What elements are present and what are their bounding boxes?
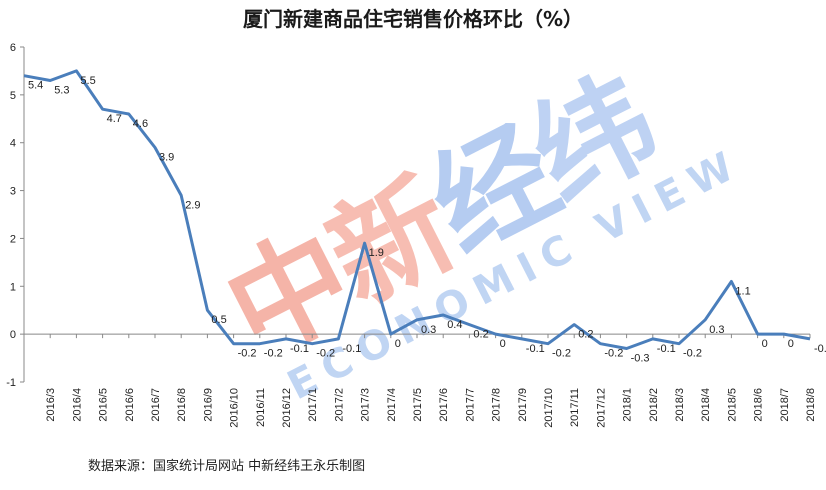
- x-tick-label: 2018/2: [648, 388, 660, 422]
- x-tick-label: 2018/3: [674, 388, 686, 422]
- x-tick-label: 2016/8: [176, 388, 188, 422]
- data-label: 1.1: [735, 286, 750, 298]
- y-tick-label: 6: [10, 42, 16, 54]
- x-tick-label: 2017/11: [569, 388, 581, 427]
- data-label: 0.2: [578, 329, 593, 341]
- data-label: -0.3: [631, 353, 650, 365]
- data-label: 0: [500, 338, 506, 350]
- data-label: 3.9: [159, 152, 174, 164]
- x-tick-label: 2018/4: [700, 388, 712, 422]
- x-tick-label: 2018/6: [753, 388, 765, 422]
- data-label: -0.1: [526, 343, 545, 355]
- data-label: -0.2: [604, 348, 623, 360]
- data-label: -0.2: [238, 348, 257, 360]
- data-label: 0.4: [447, 319, 462, 331]
- x-tick-label: 2017/8: [491, 388, 503, 422]
- data-label: -0.1: [342, 343, 361, 355]
- data-label: -0.1: [290, 343, 309, 355]
- y-tick-label: -1: [6, 377, 16, 389]
- x-tick-label: 2018/8: [805, 388, 817, 422]
- data-label: -0.2: [552, 348, 571, 360]
- data-label: 0: [395, 338, 401, 350]
- data-labels: 5.4 5.3 5.5 4.7 4.6 3.9 2.9 0.5 -0.2 -0.2 -0.1 -0.2…: [28, 75, 826, 365]
- x-tick-label: 2016/3: [45, 388, 57, 422]
- y-tick-label: 1: [10, 281, 16, 293]
- y-tick-label: 3: [10, 186, 16, 198]
- data-label: -0.1: [814, 343, 826, 355]
- data-label: -0.2: [316, 348, 335, 360]
- x-tick-label: 2017/1: [307, 388, 319, 422]
- source-note: 数据来源：国家统计局网站 中新经纬王永乐制图: [88, 458, 365, 474]
- data-label: 5.5: [80, 75, 95, 87]
- data-label: 1.9: [369, 247, 384, 259]
- chart-title: 厦门新建商品住宅销售价格环比（%）: [243, 7, 583, 31]
- data-label: 5.4: [28, 80, 43, 92]
- data-label: 0.3: [709, 324, 724, 336]
- x-tick-label: 2017/12: [595, 388, 607, 428]
- x-tick-label: 2018/5: [726, 388, 738, 422]
- x-tick-label: 2016/5: [98, 388, 110, 422]
- y-tick-label: 0: [10, 329, 16, 341]
- y-tick-label: 4: [10, 138, 16, 150]
- data-label: 4.6: [133, 118, 148, 130]
- y-tick-label: 5: [10, 90, 16, 102]
- x-tick-label: 2016/12: [281, 388, 293, 428]
- x-tick-label: 2018/7: [779, 388, 791, 422]
- y-tick-label: 2: [10, 233, 16, 245]
- data-label: -0.2: [683, 348, 702, 360]
- x-tick-label: 2017/10: [543, 388, 555, 428]
- data-label: 4.7: [107, 113, 122, 125]
- x-tick-label: 2018/1: [622, 388, 634, 422]
- series-line: [23, 69, 811, 350]
- x-tick-label: 2016/10: [229, 388, 241, 428]
- data-label: 0.3: [421, 324, 436, 336]
- data-label: 0.5: [211, 314, 226, 326]
- data-label: 2.9: [185, 199, 200, 211]
- data-label: -0.1: [657, 343, 676, 355]
- data-label: 5.3: [54, 85, 69, 97]
- axes: -1 0 1 2 3 4 5 6 2016/3 2016/4 2016/5 2016/6 2016/7 2…: [6, 42, 817, 428]
- x-tick-label: 2017/6: [438, 388, 450, 422]
- x-tick-label: 2016/9: [202, 388, 214, 422]
- x-tick-label: 2017/7: [464, 388, 476, 422]
- data-label: 0.2: [473, 329, 488, 341]
- x-tick-label: 2017/2: [333, 388, 345, 422]
- data-label: 0: [762, 338, 768, 350]
- x-tick-label: 2016/7: [150, 388, 162, 422]
- x-tick-label: 2017/9: [517, 388, 529, 422]
- x-tick-label: 2016/4: [71, 388, 83, 422]
- x-tick-label: 2016/6: [124, 388, 136, 422]
- x-tick-label: 2017/4: [386, 388, 398, 422]
- data-label: -0.2: [264, 348, 283, 360]
- data-label: 0: [788, 338, 794, 350]
- x-tick-label: 2017/3: [360, 388, 372, 422]
- x-tick-label: 2016/11: [255, 388, 267, 427]
- x-tick-label: 2017/5: [412, 388, 424, 422]
